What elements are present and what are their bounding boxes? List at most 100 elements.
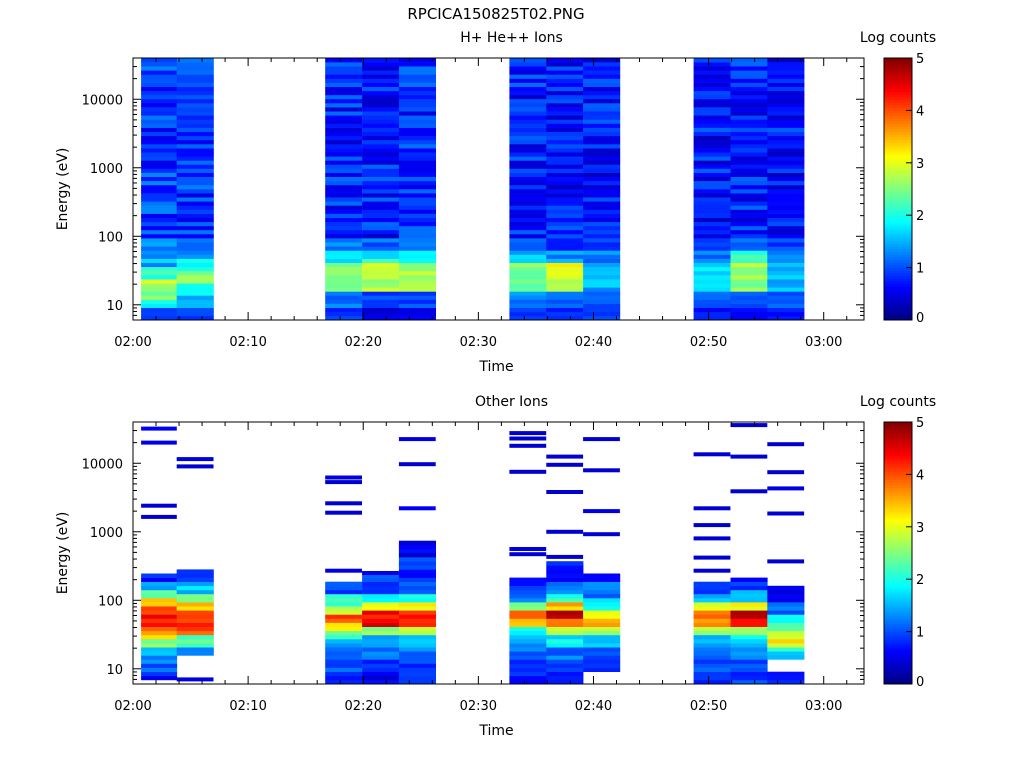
colorbar-swatch bbox=[884, 212, 912, 216]
colorbar-swatch bbox=[884, 238, 912, 242]
spectrogram-cell bbox=[693, 622, 731, 627]
spectrogram-cell bbox=[141, 131, 178, 137]
spectrogram-cell bbox=[546, 103, 584, 108]
colorbar-swatch bbox=[884, 175, 912, 179]
colorbar-swatch bbox=[884, 484, 912, 488]
spectrogram-cell bbox=[693, 311, 731, 317]
spectrogram-cell bbox=[583, 626, 621, 632]
colorbar-swatch bbox=[884, 254, 912, 258]
spectrogram-cell bbox=[176, 299, 214, 304]
x-axis-label: Time bbox=[478, 359, 513, 375]
spectrogram-event bbox=[546, 462, 584, 467]
spectrogram-cell bbox=[583, 254, 621, 259]
spectrogram-cell bbox=[546, 82, 584, 87]
spectrogram-event bbox=[176, 464, 214, 469]
spectrogram-cell bbox=[546, 189, 584, 194]
spectrogram-cell bbox=[693, 127, 731, 132]
spectrogram-cell bbox=[141, 98, 178, 104]
spectrogram-cell bbox=[362, 90, 400, 96]
spectrogram-cell bbox=[398, 103, 436, 108]
spectrogram-cell bbox=[583, 295, 621, 300]
spectrogram-cell bbox=[509, 193, 547, 198]
spectrogram-cell bbox=[398, 622, 436, 627]
spectrogram-cell bbox=[176, 634, 214, 640]
spectrogram-cell bbox=[509, 119, 547, 124]
spectrogram-cell bbox=[362, 585, 400, 591]
spectrogram-cell bbox=[362, 295, 400, 300]
colorbar-swatch bbox=[884, 469, 912, 473]
spectrogram-cell bbox=[693, 70, 731, 75]
spectrogram-cell bbox=[362, 62, 400, 67]
colorbar-swatch bbox=[884, 576, 912, 580]
spectrogram-cell bbox=[583, 168, 621, 173]
spectrogram-cell bbox=[693, 131, 731, 137]
spectrogram-cell bbox=[176, 246, 214, 251]
spectrogram-cell bbox=[362, 622, 400, 627]
colorbar-swatch bbox=[884, 516, 912, 520]
spectrogram-cell bbox=[325, 663, 363, 668]
spectrogram-cell bbox=[176, 103, 214, 108]
spectrogram-cell bbox=[398, 311, 436, 317]
spectrogram-cell bbox=[767, 651, 805, 656]
spectrogram-cell bbox=[398, 614, 436, 619]
spectrogram-cell bbox=[730, 258, 768, 263]
spectrogram-cell bbox=[176, 74, 214, 79]
spectrogram-cell bbox=[583, 115, 621, 120]
spectrogram-cell bbox=[730, 225, 768, 231]
spectrogram-cell bbox=[398, 295, 436, 300]
spectrogram-cell bbox=[767, 197, 805, 202]
spectrogram-cell bbox=[509, 98, 547, 104]
spectrogram-cell bbox=[767, 144, 805, 149]
spectrogram-cell bbox=[362, 221, 400, 227]
colorbar-tick-label: 0 bbox=[916, 675, 924, 690]
colorbar-swatch bbox=[884, 264, 912, 268]
spectrogram-cell bbox=[693, 221, 731, 227]
spectrogram-cell bbox=[693, 299, 731, 304]
spectrogram-cell bbox=[546, 176, 584, 182]
spectrogram-cell bbox=[509, 675, 547, 681]
spectrogram-event bbox=[398, 462, 436, 467]
spectrogram-cell bbox=[546, 589, 584, 595]
spectrogram-cell bbox=[362, 589, 400, 595]
spectrogram-event bbox=[583, 532, 620, 537]
spectrogram-cell bbox=[325, 205, 363, 210]
spectrogram-cell bbox=[362, 234, 400, 239]
spectrogram-cell bbox=[693, 58, 731, 63]
spectrogram-cell bbox=[362, 639, 400, 644]
spectrogram-cell bbox=[176, 58, 214, 63]
spectrogram-cell bbox=[509, 139, 547, 145]
spectrogram-cell bbox=[546, 156, 584, 161]
spectrogram-cell bbox=[583, 667, 621, 672]
spectrogram-cell bbox=[325, 639, 363, 644]
colorbar-swatch bbox=[884, 526, 912, 530]
spectrogram-cell bbox=[362, 98, 400, 104]
spectrogram-cell bbox=[325, 593, 363, 599]
colorbar-swatch bbox=[884, 568, 912, 572]
spectrogram-cell bbox=[546, 115, 584, 120]
spectrogram-cell bbox=[730, 643, 768, 648]
spectrogram-cell bbox=[362, 651, 400, 656]
colorbar-swatch bbox=[884, 199, 912, 203]
spectrogram-cell bbox=[398, 577, 436, 582]
colorbar-swatch bbox=[884, 508, 912, 512]
spectrogram-cell bbox=[176, 234, 214, 239]
colorbar-tick-label: 1 bbox=[916, 262, 924, 277]
spectrogram-cell bbox=[398, 90, 436, 96]
spectrogram-cell bbox=[767, 119, 805, 124]
spectrogram-cell bbox=[546, 90, 584, 96]
spectrogram-cell bbox=[767, 266, 805, 272]
spectrogram-cell bbox=[730, 148, 768, 153]
spectrogram-cell bbox=[693, 270, 731, 276]
spectrogram-cell bbox=[325, 58, 363, 63]
spectrogram-column bbox=[509, 58, 547, 321]
spectrogram-cell bbox=[325, 270, 363, 276]
colorbar-swatch bbox=[884, 270, 912, 274]
panel-title: Other Ions bbox=[475, 394, 548, 410]
spectrogram-cell bbox=[325, 115, 363, 120]
spectrogram-cell bbox=[693, 250, 731, 255]
colorbar-tick-label: 0 bbox=[916, 311, 924, 326]
spectrogram-column bbox=[583, 58, 621, 321]
spectrogram-cell bbox=[176, 593, 214, 599]
spectrogram-cell bbox=[730, 98, 768, 104]
spectrogram-cell bbox=[546, 258, 584, 263]
